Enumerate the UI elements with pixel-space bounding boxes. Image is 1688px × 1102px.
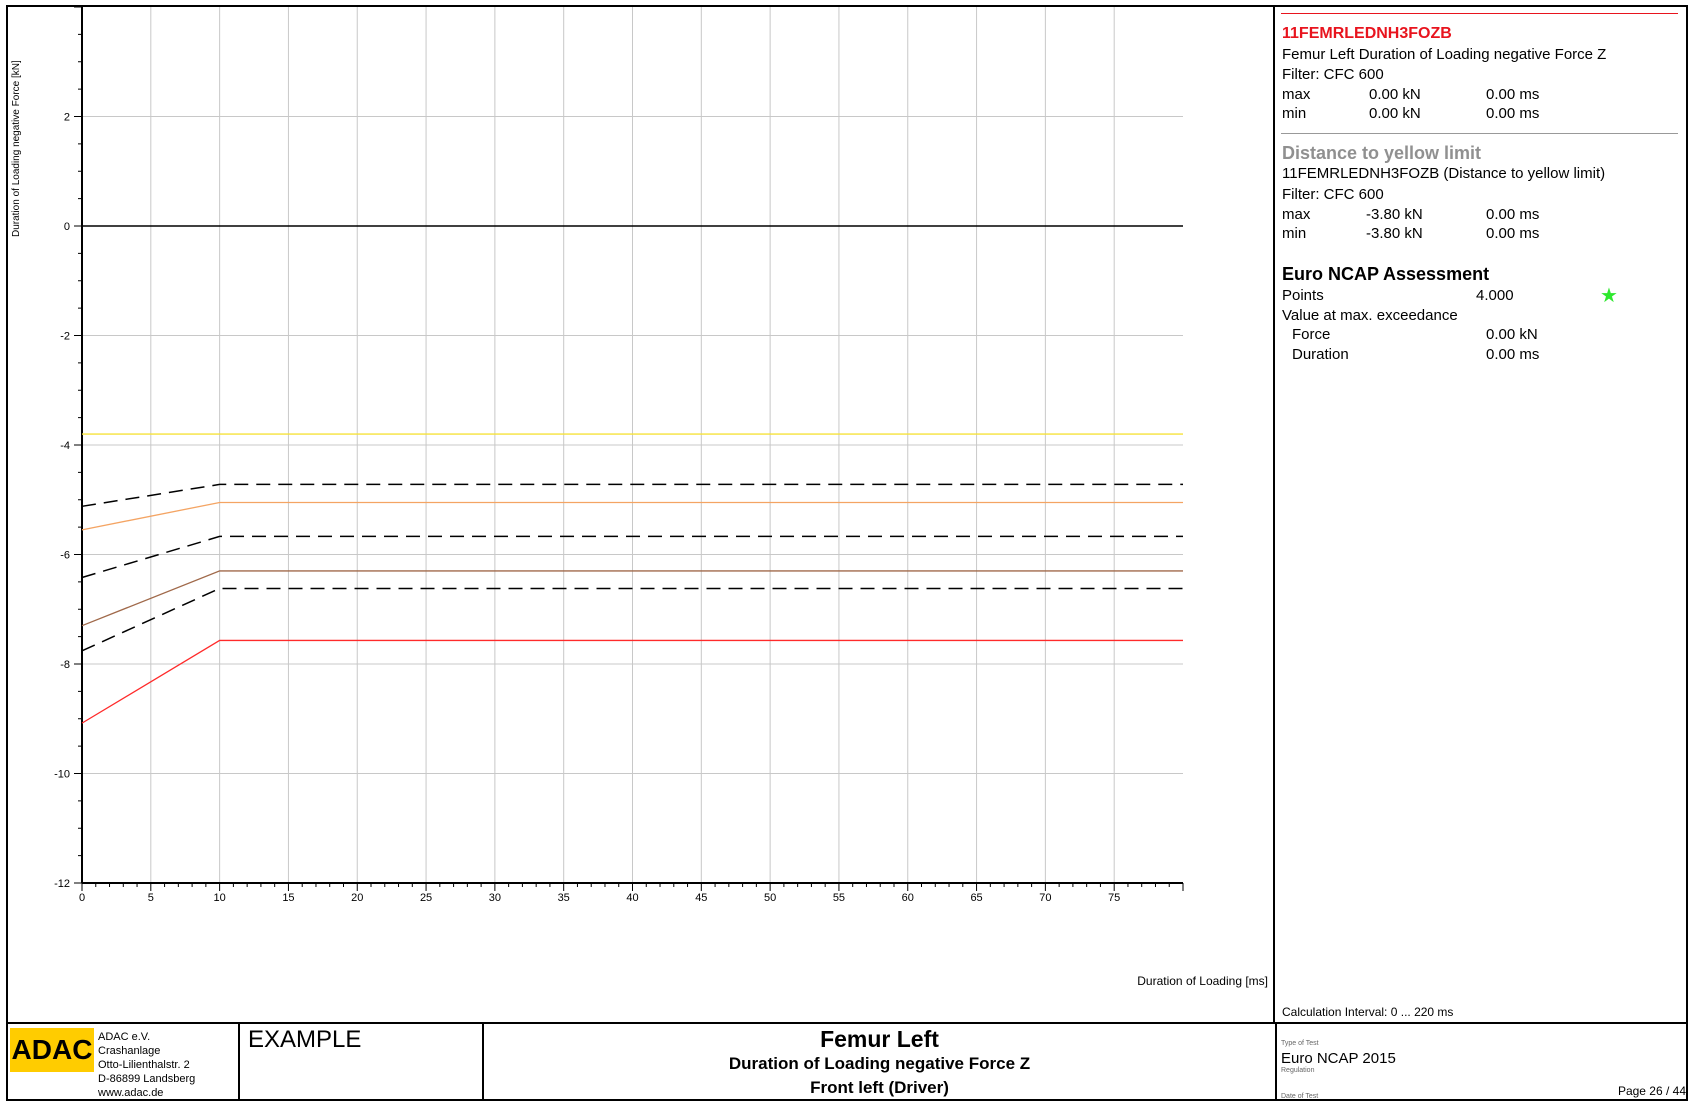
x-tick-label: 65 [970,892,982,904]
title-cell: Femur Left Duration of Loading negative … [482,1022,1275,1100]
distance-min-time: 0.00 ms [1486,225,1540,242]
channel-min-value: 0.00 kN [1369,105,1421,122]
address: ADAC e.V. Crashanlage Otto-Lilienthalstr… [98,1030,195,1100]
x-tick-label: 55 [833,892,845,904]
page-frame [6,5,1688,1101]
exceedance-label: Value at max. exceedance [1282,307,1458,324]
x-tick-label: 5 [148,892,154,904]
x-tick-label: 70 [1039,892,1051,904]
x-tick-label: 15 [282,892,294,904]
address-line: D-86899 Landsberg [98,1073,196,1085]
points-label: Points [1282,287,1324,304]
chart-grid [82,7,1183,883]
report-subtitle: Duration of Loading negative Force Z [728,1054,1031,1073]
distance-min-value: -3.80 kN [1366,225,1423,242]
separator-gray [1281,133,1678,134]
channel-filter: Filter: CFC 600 [1282,66,1384,83]
channel-min-time: 0.00 ms [1486,105,1540,122]
address-line: www.adac.de [98,1087,164,1099]
x-tick-label: 40 [626,892,638,904]
y-tick-label: -10 [54,769,70,781]
example-label: EXAMPLE [248,1026,362,1053]
type-label: Type of Test [1281,1040,1319,1047]
limit-line [81,501,1183,531]
page-number: Page 26 / 44 [1617,1084,1686,1098]
y-tick-label: -2 [60,331,70,343]
report-position: Front left (Driver) [810,1078,949,1097]
force-value: 0.00 kN [1486,326,1538,343]
distance-title: Distance to yellow limit [1282,143,1482,163]
channel-min-label: min [1282,105,1307,122]
duration-label: Duration [1292,346,1349,363]
separator-red [1281,13,1678,14]
channel-max-time: 0.00 ms [1486,86,1540,103]
distance-min-label: min [1282,225,1307,242]
footer: ADAC ADAC e.V. Crashanlage Otto-Lilienth… [6,1022,1688,1102]
x-tick-label: 50 [764,892,776,904]
distance-max-label: max [1282,206,1311,223]
x-tick-label: 75 [1108,892,1120,904]
y-tick-label: 2 [64,112,70,124]
limit-band-dashed-line [81,587,1183,652]
channel-name: Femur Left Duration of Loading negative … [1282,46,1607,63]
channel-max-value: 0.00 kN [1369,86,1421,103]
distance-filter: Filter: CFC 600 [1282,186,1384,203]
x-tick-label: 25 [420,892,432,904]
distance-name: 11FEMRLEDNH3FOZB (Distance to yellow lim… [1282,165,1606,182]
assessment-title: Euro NCAP Assessment [1282,264,1490,284]
y-tick-label: -6 [60,550,70,562]
x-tick-label: 10 [214,892,226,904]
distance-max-value: -3.80 kN [1366,206,1423,223]
x-tick-label: 30 [489,892,501,904]
star-icon: ★ [1600,283,1618,307]
regulation-label: Regulation [1281,1067,1315,1074]
channel-code: 11FEMRLEDNH3FOZB [1282,25,1452,42]
footer-top-border [6,1022,1688,1024]
test-cell: Type of Test Euro NCAP 2015 Regulation D… [1275,1022,1688,1100]
limit-line [81,639,1183,724]
x-tick-label: 35 [558,892,570,904]
calculation-interval: Calculation Interval: 0 ... 220 ms [1282,1005,1454,1019]
x-axis-label: Duration of Loading [ms] [1137,974,1268,988]
limit-band-dashed-line [81,535,1183,579]
x-tick-label: 60 [902,892,914,904]
address-line: ADAC e.V. [98,1031,151,1043]
panel-divider [1273,5,1275,1024]
report-title: Femur Left [820,1026,939,1052]
x-tick-label: 20 [351,892,363,904]
date-label: Date of Test [1281,1093,1319,1100]
adac-logo: ADAC [10,1028,94,1072]
y-tick-label: -12 [54,878,70,890]
channel-max-label: max [1282,86,1311,103]
chart-axes [74,6,1184,891]
points-value: 4.000 [1476,287,1514,304]
limit-line [81,570,1183,627]
limit-band-dashed-line [81,483,1183,508]
chart-series [81,433,1183,724]
distance-max-time: 0.00 ms [1486,206,1540,223]
y-tick-label: 0 [64,221,70,233]
logo-cell: ADAC ADAC e.V. Crashanlage Otto-Lilienth… [6,1022,238,1100]
y-tick-label: -8 [60,659,70,671]
test-type: Euro NCAP 2015 [1281,1050,1396,1067]
example-cell: EXAMPLE [238,1022,482,1100]
duration-value: 0.00 ms [1486,346,1540,363]
x-tick-label: 0 [79,892,85,904]
y-tick-label: -4 [60,440,70,452]
x-tick-label: 45 [695,892,707,904]
y-axis-label: Duration of Loading negative Force [kN] [11,60,22,237]
address-line: Otto-Lilienthalstr. 2 [98,1059,190,1071]
info-panel: 11FEMRLEDNH3FOZB Femur Left Duration of … [1274,5,1688,1024]
address-line: Crashanlage [98,1045,161,1057]
force-label: Force [1292,326,1331,343]
